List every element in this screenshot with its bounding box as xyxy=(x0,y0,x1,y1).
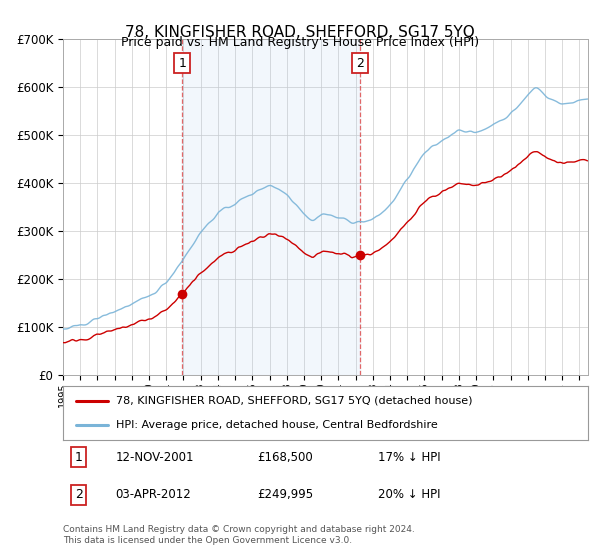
Text: 03-APR-2012: 03-APR-2012 xyxy=(115,488,191,501)
Text: 2: 2 xyxy=(356,57,364,69)
Text: £168,500: £168,500 xyxy=(257,451,313,464)
Text: 17% ↓ HPI: 17% ↓ HPI xyxy=(378,451,440,464)
Text: 1: 1 xyxy=(178,57,186,69)
Text: £249,995: £249,995 xyxy=(257,488,313,501)
Text: 1: 1 xyxy=(75,451,83,464)
Text: 2: 2 xyxy=(75,488,83,501)
Text: Contains HM Land Registry data © Crown copyright and database right 2024.
This d: Contains HM Land Registry data © Crown c… xyxy=(63,525,415,545)
Text: 20% ↓ HPI: 20% ↓ HPI xyxy=(378,488,440,501)
Text: 12-NOV-2001: 12-NOV-2001 xyxy=(115,451,194,464)
Text: 78, KINGFISHER ROAD, SHEFFORD, SG17 5YQ (detached house): 78, KINGFISHER ROAD, SHEFFORD, SG17 5YQ … xyxy=(115,396,472,406)
Text: 78, KINGFISHER ROAD, SHEFFORD, SG17 5YQ: 78, KINGFISHER ROAD, SHEFFORD, SG17 5YQ xyxy=(125,25,475,40)
Text: Price paid vs. HM Land Registry's House Price Index (HPI): Price paid vs. HM Land Registry's House … xyxy=(121,36,479,49)
Text: HPI: Average price, detached house, Central Bedfordshire: HPI: Average price, detached house, Cent… xyxy=(115,420,437,430)
Bar xyxy=(182,39,360,375)
